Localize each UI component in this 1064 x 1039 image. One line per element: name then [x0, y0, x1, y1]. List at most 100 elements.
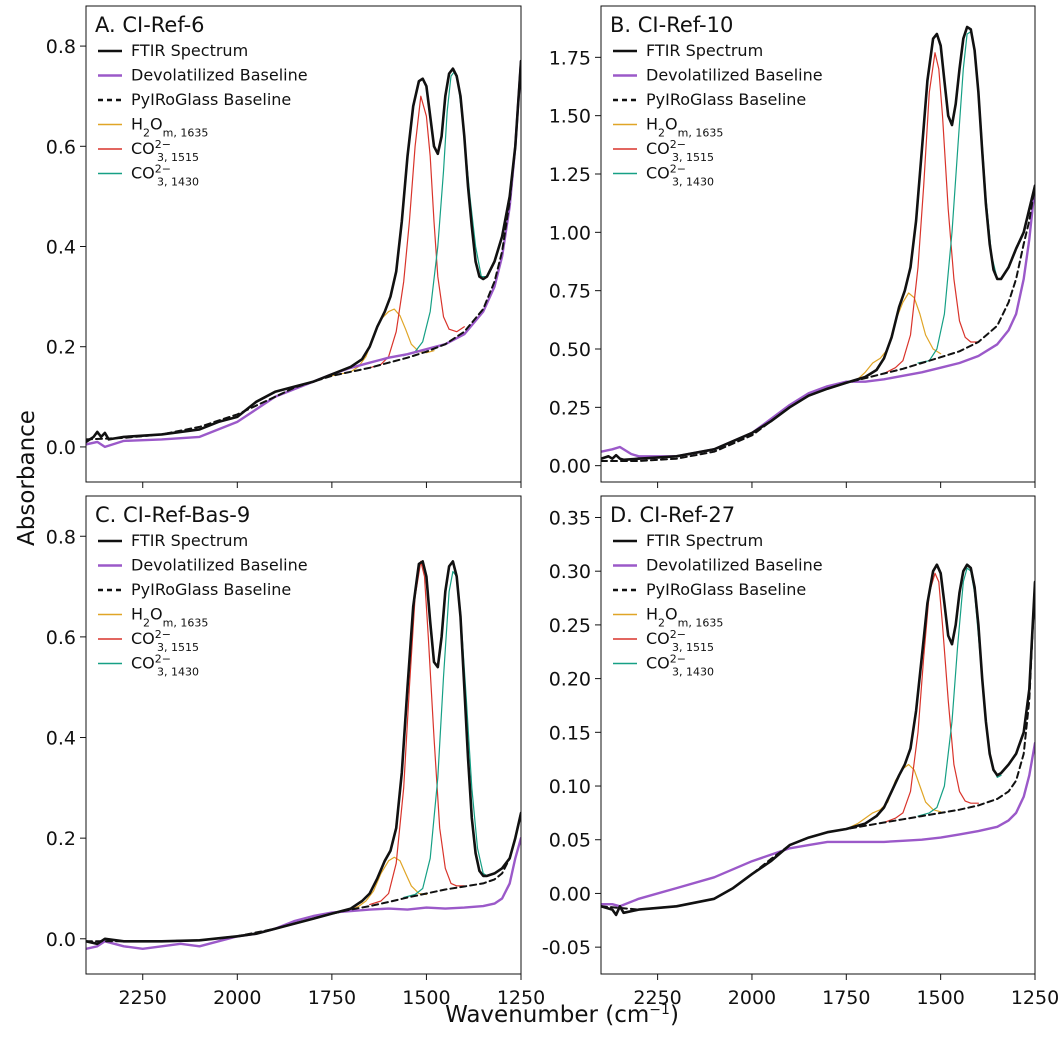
y-tick-label: 0.0 [46, 929, 76, 951]
legend: FTIR Spectrum Devolatilized Baseline PyIRo… [98, 531, 308, 678]
legend-label: Devolatilized Baseline [131, 556, 308, 575]
y-tick-label: 1.25 [549, 164, 591, 186]
x-tick-label: 1750 [822, 987, 870, 1009]
y-tick-label: 0.4 [46, 728, 76, 750]
panel-4: -0.05 0.00 0.05 0.10 0.15 0.20 0.25 0.30 0.35 225… [542, 495, 1059, 1009]
legend-label: FTIR Spectrum [646, 41, 763, 60]
legend: FTIR Spectrum Devolatilized Baseline PyIRo… [98, 41, 308, 188]
y-tick-label: 0.8 [46, 526, 76, 548]
x-tick-label: 1500 [916, 987, 964, 1009]
legend-label: Devolatilized Baseline [646, 556, 823, 575]
legend-label: FTIR Spectrum [131, 531, 248, 550]
series-line-co3_1515 [883, 572, 980, 824]
y-tick-label: 0.2 [46, 828, 76, 850]
legend-item-devol: Devolatilized Baseline [613, 556, 823, 575]
legend-item-devol: Devolatilized Baseline [98, 556, 308, 575]
legend-item-co3_1515: CO2− 3, 1515 [613, 628, 714, 654]
legend-label: PyIRoGlass Baseline [646, 90, 806, 109]
series-group [601, 563, 1035, 917]
y-tick-label: 0.50 [549, 339, 591, 361]
legend-item-co3_1430: CO2− 3, 1430 [98, 162, 199, 188]
legend-label: PyIRoGlass Baseline [131, 580, 291, 599]
series-line-ftir [86, 560, 521, 946]
series-line-co3_1515 [369, 95, 465, 369]
legend-label: FTIR Spectrum [646, 531, 763, 550]
series-line-devol [86, 836, 521, 950]
y-tick-label: 0.2 [46, 337, 76, 359]
legend-label: CO2− 3, 1430 [646, 652, 714, 678]
y-tick-label: 0.0 [46, 437, 76, 459]
x-tick-label: 1500 [402, 987, 450, 1009]
series-line-h2o [331, 856, 427, 915]
legend-item-h2o: H2Om, 1635 [613, 115, 723, 140]
series-line-pyiro [601, 184, 1035, 462]
panel-3: 0.0 0.2 0.4 0.6 0.8 2250 2000 1750 1500 1250 C. CI… [46, 495, 545, 1009]
legend: FTIR Spectrum Devolatilized Baseline PyIRo… [613, 41, 823, 188]
legend-item-ftir: FTIR Spectrum [613, 531, 763, 550]
y-tick-label: 0.75 [549, 281, 591, 303]
y-tick-label: 0.8 [46, 36, 76, 58]
series-line-devol [601, 184, 1035, 458]
axes-frame [600, 5, 1036, 483]
legend-item-co3_1430: CO2− 3, 1430 [98, 652, 199, 678]
legend-item-co3_1515: CO2− 3, 1515 [98, 138, 199, 164]
legend-label: H2Om, 1635 [131, 605, 208, 630]
series-line-co3_1515 [369, 560, 465, 906]
series-line-devol [601, 741, 1035, 908]
series-line-ftir [86, 59, 521, 444]
legend-item-co3_1430: CO2− 3, 1430 [613, 162, 714, 188]
y-axis-label: Absorbance [14, 410, 40, 546]
panel-title: C. CI-Ref-Bas-9 [95, 503, 250, 527]
x-axis-label: Wavenumber (cm−1) [445, 1002, 679, 1028]
series-line-h2o [331, 308, 435, 377]
y-tick-label: 0.05 [549, 830, 591, 852]
legend-label: CO2− 3, 1515 [646, 628, 714, 654]
axes-frame [85, 495, 522, 975]
y-tick-label: 0.00 [549, 883, 591, 905]
series-line-co3_1430 [403, 70, 486, 357]
legend: FTIR Spectrum Devolatilized Baseline PyIRo… [613, 531, 823, 678]
legend-item-co3_1430: CO2− 3, 1430 [613, 652, 714, 678]
legend-label: CO2− 3, 1515 [131, 138, 199, 164]
y-tick-label: 1.00 [549, 222, 591, 244]
legend-item-pyiro: PyIRoGlass Baseline [98, 580, 291, 599]
y-tick-label: 0.20 [549, 669, 591, 691]
panel-1: 0.0 0.2 0.4 0.6 0.8 A. CI-Ref-6 FTIR Spectrum D… [46, 5, 522, 488]
panel-title: D. CI-Ref-27 [610, 503, 735, 527]
x-tick-label: 1250 [1011, 987, 1059, 1009]
legend-item-pyiro: PyIRoGlass Baseline [613, 90, 806, 109]
legend-label: H2Om, 1635 [646, 115, 723, 140]
legend-item-h2o: H2Om, 1635 [613, 605, 723, 629]
x-tick-label: 2000 [213, 987, 261, 1009]
series-line-co3_1515 [883, 52, 980, 375]
legend-item-devol: Devolatilized Baseline [613, 66, 823, 85]
y-tick-label: 0.6 [46, 627, 76, 649]
legend-item-co3_1515: CO2− 3, 1515 [613, 138, 714, 164]
legend-item-ftir: FTIR Spectrum [613, 41, 763, 60]
series-group [86, 560, 521, 950]
legend-item-ftir: FTIR Spectrum [98, 41, 248, 60]
x-tick-label: 2250 [119, 987, 167, 1009]
series-line-devol [86, 59, 521, 449]
y-tick-label: 1.50 [549, 106, 591, 128]
y-tick-label: 1.75 [549, 47, 591, 69]
series-line-co3_1430 [917, 567, 1002, 817]
y-tick-label: -0.05 [542, 937, 591, 959]
legend-item-h2o: H2Om, 1635 [98, 115, 208, 140]
y-tick-label: 0.6 [46, 136, 76, 158]
y-tick-label: 0.25 [549, 615, 591, 637]
series-line-ftir [601, 25, 1035, 462]
y-tick-label: 0.25 [549, 397, 591, 419]
legend-label: Devolatilized Baseline [131, 66, 308, 85]
axes-frame [85, 5, 522, 483]
legend-item-h2o: H2Om, 1635 [98, 605, 208, 630]
legend-item-devol: Devolatilized Baseline [98, 66, 308, 85]
legend-label: Devolatilized Baseline [646, 66, 823, 85]
legend-label: H2Om, 1635 [131, 115, 208, 140]
y-tick-label: 0.4 [46, 237, 76, 259]
series-line-ftir [601, 563, 1035, 917]
y-tick-label: 0.00 [549, 456, 591, 478]
legend-label: PyIRoGlass Baseline [646, 580, 806, 599]
legend-label: CO2− 3, 1515 [131, 628, 199, 654]
